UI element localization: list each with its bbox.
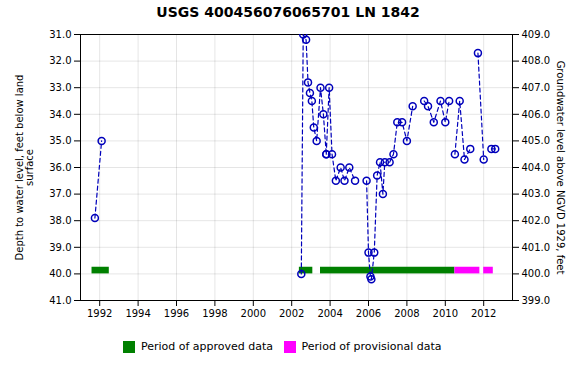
svg-text:1998: 1998: [202, 308, 227, 319]
svg-text:2006: 2006: [356, 308, 381, 319]
svg-text:1992: 1992: [87, 308, 112, 319]
svg-text:31.0: 31.0: [49, 29, 71, 40]
svg-text:40.0: 40.0: [49, 268, 71, 279]
html-text:Period of approved data: Period of approved data: [140, 340, 274, 353]
svg-text:400.0: 400.0: [522, 268, 551, 279]
svg-text:34.0: 34.0: [49, 109, 71, 120]
svg-text:401.0: 401.0: [522, 242, 551, 253]
svg-text:1996: 1996: [164, 308, 189, 319]
html-text:USGS 400456076065701 LN 1842: USGS 400456076065701 LN 1842: [156, 4, 420, 20]
svg-text:2008: 2008: [394, 308, 419, 319]
svg-text:406.0: 406.0: [522, 109, 551, 120]
svg-text:2010: 2010: [433, 308, 458, 319]
svg-text:38.0: 38.0: [49, 215, 71, 226]
svg-text:409.0: 409.0: [522, 29, 551, 40]
svg-text:2002: 2002: [279, 308, 304, 319]
html-text:Period of provisional data: Period of provisional data: [301, 340, 442, 353]
svg-text:2004: 2004: [317, 308, 342, 319]
svg-text:Groundwater level above NGVD 1: Groundwater level above NGVD 1929, feet: [555, 61, 566, 275]
svg-text:35.0: 35.0: [49, 135, 71, 146]
svg-text:33.0: 33.0: [49, 82, 71, 93]
svg-text:2012: 2012: [471, 308, 496, 319]
svg-text:408.0: 408.0: [522, 55, 551, 66]
svg-text:37.0: 37.0: [49, 188, 71, 199]
svg-text:399.0: 399.0: [522, 295, 551, 306]
svg-text:407.0: 407.0: [522, 82, 551, 93]
svg-text:402.0: 402.0: [522, 215, 551, 226]
svg-text:1994: 1994: [125, 308, 150, 319]
svg-text:Depth to water level, feet bel: Depth to water level, feet below landsur…: [14, 75, 35, 261]
svg-text:32.0: 32.0: [49, 55, 71, 66]
svg-text:2000: 2000: [241, 308, 266, 319]
svg-text:41.0: 41.0: [49, 295, 71, 306]
svg-text:403.0: 403.0: [522, 188, 551, 199]
svg-text:405.0: 405.0: [522, 135, 551, 146]
svg-text:36.0: 36.0: [49, 162, 71, 173]
svg-text:39.0: 39.0: [49, 242, 71, 253]
svg-text:404.0: 404.0: [522, 162, 551, 173]
